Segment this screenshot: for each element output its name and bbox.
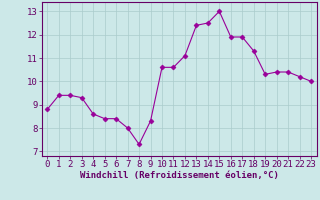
X-axis label: Windchill (Refroidissement éolien,°C): Windchill (Refroidissement éolien,°C) xyxy=(80,171,279,180)
